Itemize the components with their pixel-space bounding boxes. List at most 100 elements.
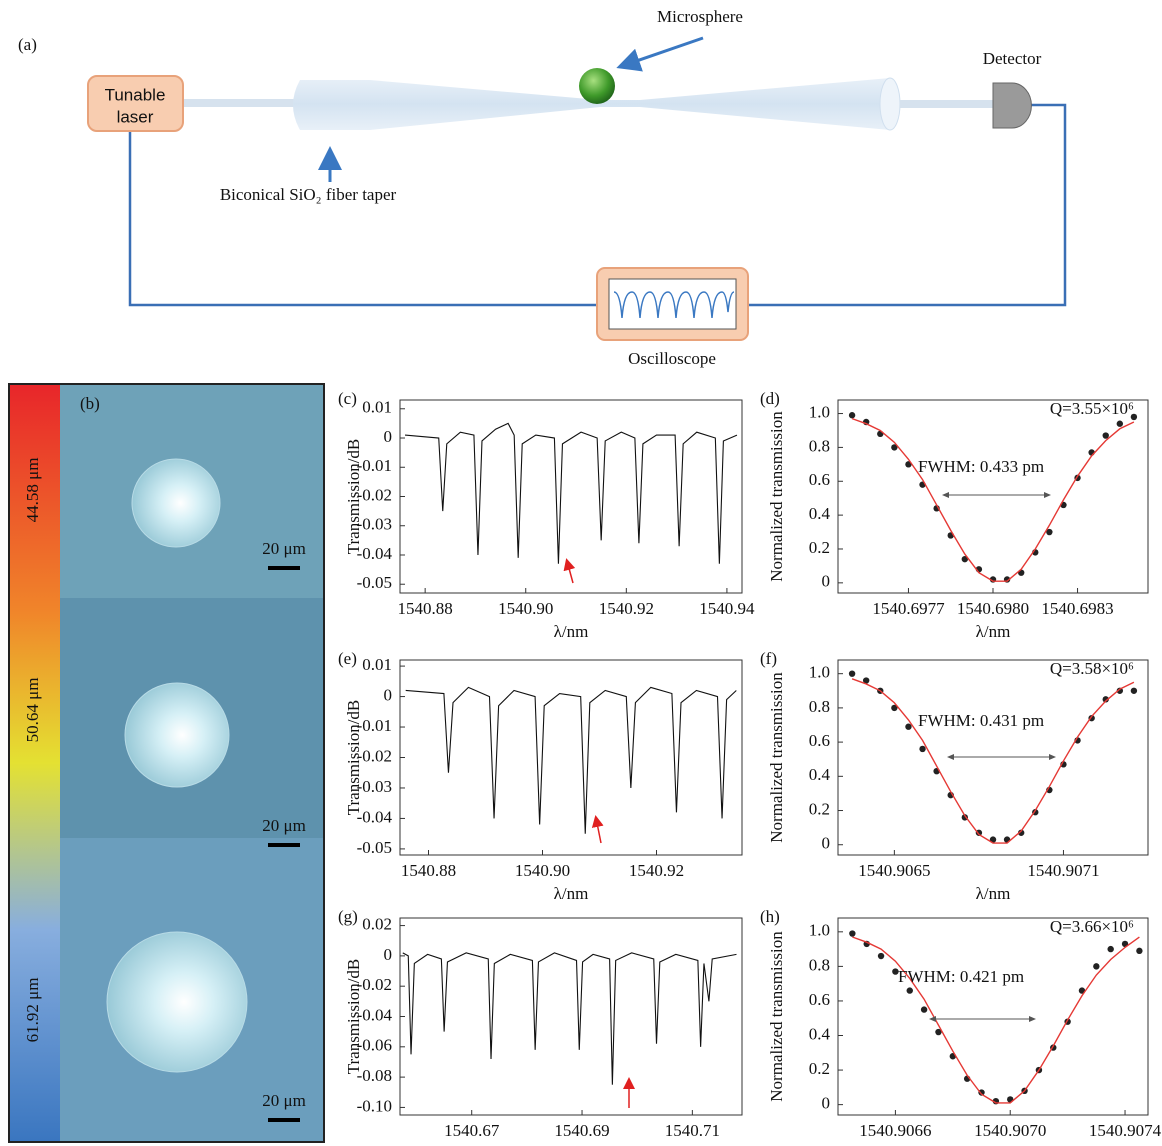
microsphere-image [125, 683, 229, 787]
y-tick-label: 0.01 [362, 655, 392, 674]
panel-label: (b) [80, 394, 100, 413]
microsphere-label: Microsphere [657, 7, 743, 26]
y-tick-label: 0 [822, 572, 831, 591]
data-point [1136, 948, 1142, 954]
data-line [852, 679, 1134, 843]
oscilloscope-label: Oscilloscope [628, 349, 716, 368]
scale-bar-label: 20 μm [262, 1091, 306, 1110]
x-axis-label: λ/nm [976, 622, 1011, 641]
data-line [852, 419, 1134, 582]
x-tick-label: 1540.6980 [957, 599, 1029, 618]
plot-frame [838, 400, 1148, 593]
y-tick-label: 0.2 [809, 1059, 830, 1078]
arrow [622, 38, 703, 66]
data-point [878, 953, 884, 959]
x-tick-label: 1540.9066 [859, 1121, 931, 1140]
x-tick-label: 1540.9074 [1089, 1121, 1162, 1140]
diameter-label: 61.92 μm [23, 978, 42, 1043]
data-line [852, 937, 1139, 1103]
y-tick-label: 0.6 [809, 470, 830, 489]
x-tick-label: 1540.92 [629, 861, 684, 880]
plot-frame [838, 918, 1148, 1115]
y-tick-label: -0.05 [357, 573, 392, 592]
panel-label: (d) [760, 389, 780, 408]
scale-bar-label: 20 μm [262, 539, 306, 558]
y-axis-label: Transmission/dB [344, 439, 363, 555]
y-tick-label: 0.8 [809, 436, 830, 455]
x-axis-label: λ/nm [554, 622, 589, 641]
data-point [849, 412, 855, 418]
data-line [403, 953, 737, 1085]
laser-label: laser [117, 107, 154, 126]
y-tick-label: 0.4 [809, 765, 831, 784]
x-tick-label: 1540.67 [444, 1121, 500, 1140]
data-point [905, 724, 911, 730]
x-tick-label: 1540.92 [599, 599, 654, 618]
plot-frame [400, 400, 742, 593]
y-tick-label: 1.0 [809, 921, 830, 940]
fwhm-label: FWHM: 0.421 pm [898, 967, 1024, 986]
x-tick-label: 1540.69 [554, 1121, 609, 1140]
panel-label: (f) [760, 649, 777, 668]
setup-diagram: (a) Tunable laser Microsphere Detector B… [18, 7, 1065, 368]
detector [993, 83, 1031, 128]
y-tick-label: 0.8 [809, 697, 830, 716]
x-tick-label: 1540.9065 [858, 861, 930, 880]
taper-label: Biconical SiO₂ fiber taper [220, 185, 397, 204]
plot-frame [400, 660, 742, 855]
data-line [406, 687, 737, 833]
x-tick-label: 1540.9071 [1027, 861, 1099, 880]
y-axis-label: Normalized transmission [767, 672, 786, 843]
data-point [1093, 963, 1099, 969]
y-tick-label: 0 [822, 1094, 831, 1113]
data-point [919, 746, 925, 752]
y-tick-label: 0 [384, 685, 393, 704]
panel-label: (a) [18, 35, 37, 54]
y-tick-label: 0.4 [809, 1024, 831, 1043]
data-point [907, 987, 913, 993]
y-tick-label: -0.10 [357, 1096, 392, 1115]
marker-arrow [567, 561, 573, 583]
data-line [405, 423, 737, 563]
x-tick-label: 1540.6977 [872, 599, 945, 618]
y-axis-label: Transmission/dB [344, 959, 363, 1075]
fwhm-label: FWHM: 0.431 pm [918, 711, 1044, 730]
data-point [1107, 946, 1113, 952]
y-tick-label: 1.0 [809, 402, 830, 421]
plot-frame [400, 918, 742, 1115]
marker-arrow [596, 818, 601, 843]
data-point [921, 1006, 927, 1012]
y-axis-label: Transmission/dB [344, 700, 363, 816]
microsphere [579, 68, 615, 104]
q-factor-label: Q=3.66×10⁶ [1050, 917, 1134, 936]
x-tick-label: 1540.90 [498, 599, 553, 618]
diameter-label: 44.58 μm [23, 458, 42, 523]
panel-label: (h) [760, 907, 780, 926]
y-tick-label: 0 [384, 427, 393, 446]
y-axis-label: Normalized transmission [767, 411, 786, 582]
fiber-end [880, 78, 900, 130]
fwhm-label: FWHM: 0.433 pm [918, 457, 1044, 476]
y-tick-label: 0.4 [809, 504, 831, 523]
data-point [1103, 432, 1109, 438]
x-tick-label: 1540.9070 [974, 1121, 1046, 1140]
y-tick-label: 0 [384, 945, 393, 964]
y-axis-label: Normalized transmission [767, 931, 786, 1102]
x-tick-label: 1540.88 [398, 599, 453, 618]
q-factor-label: Q=3.55×10⁶ [1050, 399, 1134, 418]
y-tick-label: 0 [822, 834, 831, 853]
q-factor-label: Q=3.58×10⁶ [1050, 659, 1134, 678]
y-tick-label: 0.2 [809, 799, 830, 818]
x-tick-label: 1540.6983 [1041, 599, 1113, 618]
laser-label: Tunable [105, 85, 166, 104]
x-tick-label: 1540.94 [699, 599, 755, 618]
x-axis-label: λ/nm [976, 884, 1011, 903]
oscilloscope-screen [609, 279, 736, 329]
y-tick-label: 0.6 [809, 990, 830, 1009]
y-tick-label: 0.2 [809, 538, 830, 557]
y-tick-label: 0.02 [362, 914, 392, 933]
figure: (a) Tunable laser Microsphere Detector B… [0, 0, 1162, 1146]
microscope-images: (b) 44.58 μm 50.64 μm 61.92 μm 20 μm 20 … [8, 383, 325, 1143]
y-tick-label: 0.8 [809, 955, 830, 974]
x-axis-label: λ/nm [554, 884, 589, 903]
